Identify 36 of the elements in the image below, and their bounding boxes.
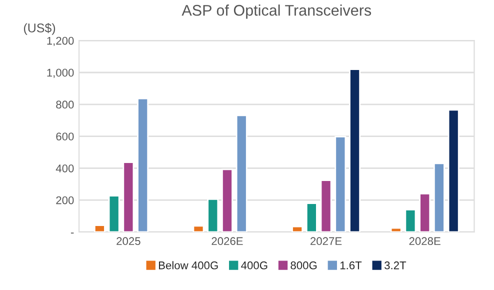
x-tick-label: 2026E	[212, 237, 243, 246]
x-tick-label: 2027E	[310, 237, 342, 246]
y-tick-label: 200	[56, 196, 74, 204]
legend-label: Below 400G	[158, 261, 218, 270]
y-tick-label: 400	[56, 164, 74, 172]
bar	[404, 208, 416, 232]
bar	[349, 68, 361, 232]
legend-label: 1.6T	[340, 261, 362, 270]
bar	[334, 136, 346, 232]
y-tick-label: 600	[56, 132, 74, 140]
legend-label: 400G	[241, 261, 268, 270]
y-tick-label: -	[70, 232, 74, 234]
bar	[292, 226, 304, 232]
bar	[390, 227, 402, 232]
bar	[122, 162, 134, 232]
legend-label: 3.2T	[384, 261, 406, 270]
bar	[108, 195, 120, 232]
bar	[94, 224, 106, 232]
y-tick-label: 800	[56, 100, 74, 109]
bar	[207, 198, 219, 232]
bar	[433, 162, 445, 232]
bar	[137, 98, 149, 232]
y-tick-label: 1,200	[47, 36, 74, 46]
x-tick-label: 2028E	[409, 237, 440, 246]
bar	[236, 114, 248, 232]
y-tick-label: 1,000	[47, 68, 74, 78]
bar	[306, 202, 318, 232]
x-tick-label: 2025	[116, 237, 140, 246]
bar	[448, 109, 460, 232]
bar	[222, 168, 233, 232]
chart-title: ASP of Optical Transceivers	[182, 4, 372, 19]
bar	[192, 225, 204, 232]
bar	[419, 193, 431, 232]
y-axis-title: (US$)	[24, 23, 56, 35]
bar	[320, 180, 332, 232]
legend-label: 800G	[290, 261, 317, 270]
